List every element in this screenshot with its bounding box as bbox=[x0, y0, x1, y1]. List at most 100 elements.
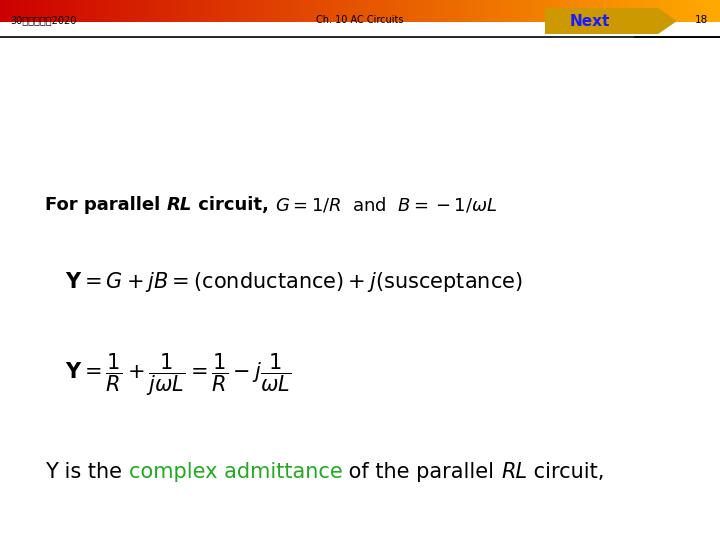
Bar bbox=[508, 0, 511, 22]
Bar bbox=[238, 0, 241, 22]
Bar bbox=[331, 0, 335, 22]
Bar bbox=[245, 0, 248, 22]
Bar bbox=[205, 0, 209, 22]
Bar bbox=[468, 0, 472, 22]
Bar bbox=[346, 0, 349, 22]
Bar bbox=[61, 0, 65, 22]
Bar bbox=[702, 0, 706, 22]
Bar bbox=[544, 0, 547, 22]
Bar bbox=[677, 0, 680, 22]
Bar bbox=[155, 0, 158, 22]
Text: complex admittance: complex admittance bbox=[129, 462, 343, 482]
Bar bbox=[194, 0, 198, 22]
Bar bbox=[418, 0, 421, 22]
Bar bbox=[698, 0, 702, 22]
Bar bbox=[533, 0, 536, 22]
Bar bbox=[713, 0, 716, 22]
Bar bbox=[216, 0, 220, 22]
Bar bbox=[54, 0, 58, 22]
Bar bbox=[569, 0, 572, 22]
Bar bbox=[58, 0, 61, 22]
Bar bbox=[187, 0, 191, 22]
Bar bbox=[317, 0, 320, 22]
Bar bbox=[284, 0, 288, 22]
Text: circuit,: circuit, bbox=[527, 462, 605, 482]
Text: Y is the: Y is the bbox=[45, 462, 129, 482]
Bar bbox=[497, 0, 500, 22]
Bar bbox=[7, 0, 11, 22]
Bar bbox=[86, 0, 90, 22]
Bar bbox=[486, 0, 490, 22]
Bar bbox=[554, 0, 558, 22]
Bar bbox=[101, 0, 104, 22]
Bar bbox=[594, 0, 598, 22]
Bar bbox=[252, 0, 256, 22]
Bar bbox=[140, 0, 144, 22]
Bar bbox=[407, 0, 410, 22]
Bar bbox=[637, 0, 641, 22]
Bar bbox=[25, 0, 29, 22]
Bar bbox=[360, 0, 364, 22]
Text: $\mathbf{Y} = G + jB = \mathrm{(conductance)} + j\mathrm{(susceptance)}$: $\mathbf{Y} = G + jB = \mathrm{(conducta… bbox=[65, 270, 523, 294]
Bar bbox=[180, 0, 184, 22]
Bar bbox=[166, 0, 169, 22]
Bar bbox=[558, 0, 562, 22]
Bar bbox=[295, 0, 299, 22]
Bar bbox=[364, 0, 367, 22]
Bar bbox=[515, 0, 518, 22]
Bar bbox=[11, 0, 14, 22]
Bar bbox=[619, 0, 623, 22]
Bar bbox=[371, 0, 374, 22]
Bar bbox=[122, 0, 126, 22]
Bar bbox=[414, 0, 418, 22]
Bar bbox=[684, 0, 688, 22]
Bar bbox=[400, 0, 403, 22]
Bar bbox=[65, 0, 68, 22]
Bar bbox=[32, 0, 36, 22]
Bar bbox=[464, 0, 468, 22]
Bar bbox=[605, 0, 608, 22]
Bar bbox=[670, 0, 673, 22]
Bar bbox=[612, 0, 616, 22]
Bar bbox=[367, 0, 371, 22]
Bar bbox=[36, 0, 40, 22]
Bar bbox=[256, 0, 259, 22]
Bar bbox=[439, 0, 443, 22]
Bar bbox=[169, 0, 173, 22]
Bar bbox=[108, 0, 112, 22]
Text: 30コココココ2020: 30コココココ2020 bbox=[10, 15, 76, 25]
Bar bbox=[472, 0, 475, 22]
Bar bbox=[475, 0, 479, 22]
Bar bbox=[227, 0, 230, 22]
Bar bbox=[126, 0, 130, 22]
Bar bbox=[374, 0, 378, 22]
Bar bbox=[50, 0, 54, 22]
Bar bbox=[580, 0, 583, 22]
Bar bbox=[504, 0, 508, 22]
Bar bbox=[151, 0, 155, 22]
Bar bbox=[634, 0, 637, 22]
Bar bbox=[47, 0, 50, 22]
Bar bbox=[119, 0, 122, 22]
Bar bbox=[310, 0, 313, 22]
Bar bbox=[220, 0, 223, 22]
Bar bbox=[248, 0, 252, 22]
Bar bbox=[562, 0, 565, 22]
Bar bbox=[425, 0, 428, 22]
Bar bbox=[72, 0, 76, 22]
Bar bbox=[76, 0, 79, 22]
Bar bbox=[137, 0, 140, 22]
Bar bbox=[392, 0, 396, 22]
Bar bbox=[659, 0, 662, 22]
Bar bbox=[4, 0, 7, 22]
Bar bbox=[587, 0, 590, 22]
Bar bbox=[144, 0, 148, 22]
Bar bbox=[29, 0, 32, 22]
Bar bbox=[83, 0, 86, 22]
Bar bbox=[148, 0, 151, 22]
Bar bbox=[241, 0, 245, 22]
Bar bbox=[104, 0, 108, 22]
Bar bbox=[338, 0, 342, 22]
Bar bbox=[328, 0, 331, 22]
Bar bbox=[90, 0, 94, 22]
